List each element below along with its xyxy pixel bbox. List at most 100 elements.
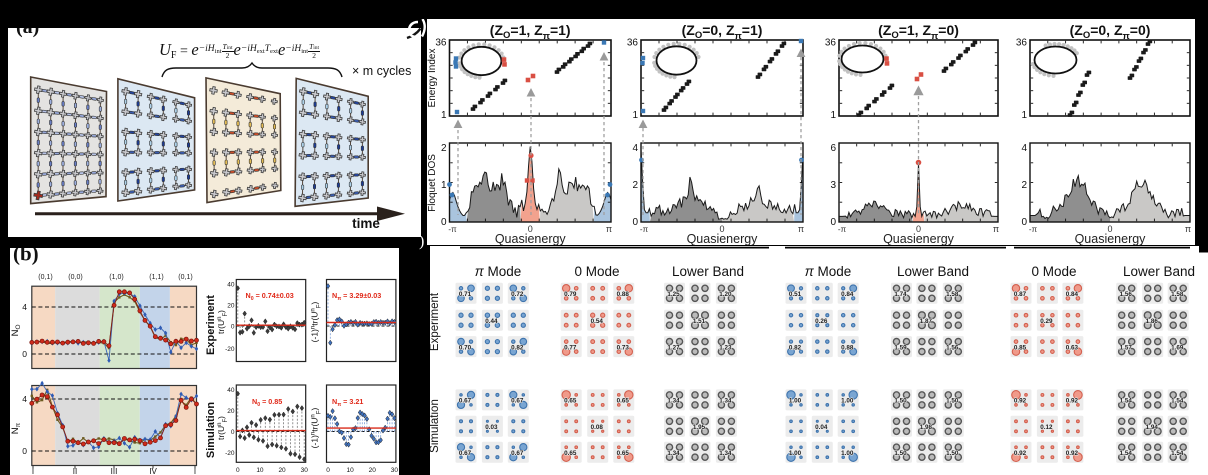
svg-text:1.54: 1.54 — [1120, 450, 1133, 457]
svg-text:0.85: 0.85 — [1014, 344, 1027, 351]
svg-text:0.67: 0.67 — [459, 398, 472, 405]
svg-text:36: 36 — [627, 38, 639, 49]
svg-text:1.51: 1.51 — [693, 318, 706, 325]
svg-text:0.29: 0.29 — [1040, 318, 1053, 325]
svg-text:NO: NO — [10, 324, 22, 336]
svg-text:4: 4 — [22, 394, 27, 404]
svg-text:20: 20 — [369, 467, 377, 474]
svg-text:1.58: 1.58 — [1171, 291, 1184, 298]
svg-text:1.50: 1.50 — [894, 398, 907, 405]
svg-text:10: 10 — [256, 467, 264, 474]
svg-text:30: 30 — [301, 467, 309, 474]
svg-text:0.73: 0.73 — [617, 344, 630, 351]
svg-text:Lower Band: Lower Band — [1123, 264, 1195, 279]
svg-text:1.00: 1.00 — [841, 450, 854, 457]
svg-text:0.70: 0.70 — [459, 344, 472, 351]
svg-text:20: 20 — [278, 467, 286, 474]
svg-text:-π: -π — [838, 225, 847, 234]
svg-text:0: 0 — [326, 467, 330, 474]
svg-text:π Mode: π Mode — [805, 264, 852, 279]
svg-text:1.56: 1.56 — [1120, 291, 1133, 298]
svg-text:(0,1): (0,1) — [178, 274, 192, 281]
svg-text:I: I — [32, 467, 34, 475]
svg-text:Floquet DOS: Floquet DOS — [427, 154, 438, 212]
svg-text:π: π — [606, 224, 612, 234]
svg-text:0.44: 0.44 — [485, 318, 498, 325]
svg-text:0.71: 0.71 — [459, 291, 472, 298]
svg-text:0.65: 0.65 — [617, 450, 630, 457]
svg-text:π Mode: π Mode — [475, 264, 522, 279]
svg-text:Simulation: Simulation — [205, 402, 217, 459]
svg-text:1.00: 1.00 — [789, 398, 802, 405]
svg-text:1.34: 1.34 — [719, 450, 732, 457]
svg-text:-20: -20 — [225, 346, 235, 353]
svg-text:1.34: 1.34 — [719, 398, 732, 405]
svg-text:IV: IV — [149, 467, 157, 475]
svg-text:1.00: 1.00 — [789, 450, 802, 457]
svg-text:0: 0 — [441, 217, 447, 228]
svg-text:40: 40 — [227, 282, 235, 289]
svg-text:0.77: 0.77 — [564, 344, 577, 351]
svg-text:N0 = 0.74±0.03: N0 = 0.74±0.03 — [246, 291, 294, 302]
svg-text:0.82: 0.82 — [511, 344, 524, 351]
svg-text:0.26: 0.26 — [815, 318, 828, 325]
svg-text:0.08: 0.08 — [591, 424, 604, 431]
svg-text:1.57: 1.57 — [1120, 344, 1133, 351]
svg-text:0.92: 0.92 — [1066, 398, 1079, 405]
svg-text:(ZO=0, Zπ=1): (ZO=0, Zπ=1) — [682, 22, 763, 42]
svg-text:-π: -π — [448, 225, 457, 234]
svg-text:0 Mode: 0 Mode — [574, 264, 619, 279]
svg-text:40: 40 — [227, 387, 235, 394]
svg-text:1.59: 1.59 — [894, 344, 907, 351]
svg-text:Energy Index: Energy Index — [427, 49, 438, 108]
svg-text:36: 36 — [435, 38, 447, 49]
svg-text:1.25: 1.25 — [667, 291, 680, 298]
svg-text:30: 30 — [391, 467, 399, 474]
svg-text:2: 2 — [441, 143, 447, 154]
svg-text:Simulation: Simulation — [430, 399, 441, 453]
svg-text:0.88: 0.88 — [617, 291, 630, 298]
svg-text:Quasienergy: Quasienergy — [1075, 232, 1147, 245]
svg-text:π: π — [1185, 224, 1191, 234]
svg-text:× m cycles: × m cycles — [352, 64, 411, 78]
svg-text:0.65: 0.65 — [617, 398, 630, 405]
svg-text:-20: -20 — [225, 450, 235, 457]
svg-text:4: 4 — [22, 302, 27, 312]
svg-text:0.51: 0.51 — [789, 291, 802, 298]
svg-text:1: 1 — [1021, 110, 1027, 121]
svg-text:Lower Band: Lower Band — [897, 264, 969, 279]
svg-text:0.92: 0.92 — [1066, 450, 1079, 457]
svg-text:Nπ = 3.21: Nπ = 3.21 — [332, 397, 363, 408]
svg-text:Quasienergy: Quasienergy — [495, 232, 567, 245]
svg-text:1.50: 1.50 — [894, 450, 907, 457]
svg-text:0: 0 — [231, 324, 235, 331]
svg-text:1.86: 1.86 — [1146, 318, 1159, 325]
svg-text:0: 0 — [236, 467, 240, 474]
svg-text:-π: -π — [1029, 225, 1038, 234]
svg-text:(ZO=0, Zπ=0): (ZO=0, Zπ=0) — [1070, 22, 1151, 42]
svg-text:0.67: 0.67 — [459, 450, 472, 457]
svg-text:1: 1 — [441, 180, 447, 191]
svg-text:1.34: 1.34 — [667, 450, 680, 457]
svg-text:1.27: 1.27 — [667, 344, 680, 351]
svg-text:20: 20 — [227, 408, 235, 415]
svg-text:0.04: 0.04 — [815, 424, 828, 431]
svg-text:0: 0 — [1107, 224, 1112, 234]
svg-text:0: 0 — [632, 217, 638, 228]
svg-text:Nπ: Nπ — [10, 422, 22, 434]
svg-text:Quasienergy: Quasienergy — [687, 232, 759, 245]
svg-text:1.54: 1.54 — [1171, 398, 1184, 405]
svg-text:(b): (b) — [13, 248, 39, 266]
svg-text:Quasienergy: Quasienergy — [883, 232, 955, 245]
svg-text:N0 = 0.85: N0 = 0.85 — [252, 397, 282, 408]
svg-text:0.88: 0.88 — [841, 344, 854, 351]
svg-text:1.54: 1.54 — [1171, 450, 1184, 457]
svg-text:(ZO=1, Zπ=1): (ZO=1, Zπ=1) — [490, 22, 571, 42]
svg-text:20: 20 — [227, 303, 235, 310]
svg-text:1.00: 1.00 — [841, 398, 854, 405]
svg-text:0: 0 — [528, 224, 533, 234]
svg-text:I: I — [194, 467, 196, 475]
svg-text:0.03: 0.03 — [485, 424, 498, 431]
svg-text:6: 6 — [830, 143, 836, 154]
svg-text:(0,1): (0,1) — [38, 274, 52, 281]
